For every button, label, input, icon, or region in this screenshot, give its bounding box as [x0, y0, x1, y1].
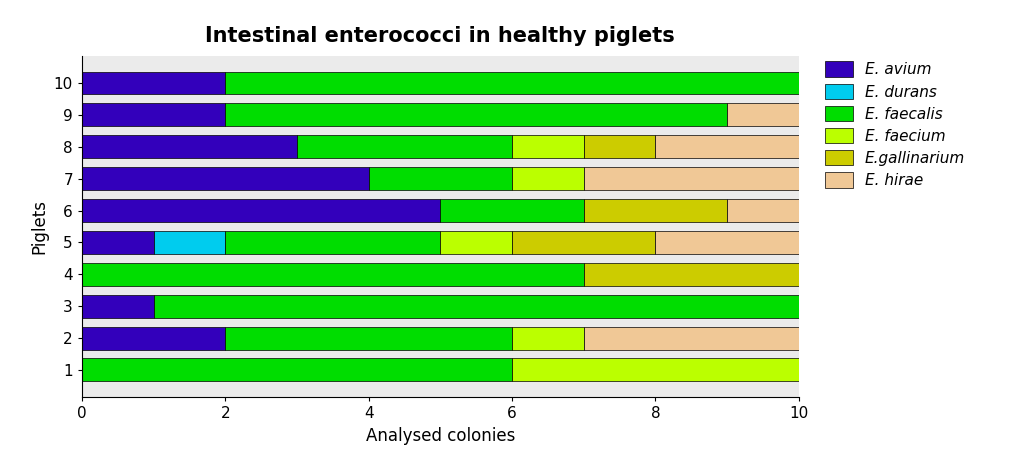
- Bar: [225, 326, 512, 350]
- Bar: [584, 167, 799, 190]
- Bar: [584, 326, 799, 350]
- Bar: [82, 295, 154, 318]
- Bar: [584, 263, 799, 286]
- Bar: [655, 135, 799, 158]
- Bar: [512, 359, 799, 382]
- Bar: [225, 71, 799, 94]
- Bar: [82, 359, 512, 382]
- X-axis label: Analysed colonies: Analysed colonies: [366, 426, 515, 445]
- Bar: [512, 231, 655, 254]
- Bar: [440, 199, 584, 222]
- Bar: [297, 135, 512, 158]
- Bar: [82, 167, 369, 190]
- Bar: [225, 231, 440, 254]
- Y-axis label: Piglets: Piglets: [30, 199, 48, 254]
- Bar: [727, 199, 799, 222]
- Bar: [154, 295, 799, 318]
- Bar: [440, 231, 512, 254]
- Bar: [727, 103, 799, 127]
- Bar: [225, 103, 727, 127]
- Bar: [369, 167, 512, 190]
- Bar: [154, 231, 225, 254]
- Bar: [82, 71, 225, 94]
- Bar: [512, 135, 584, 158]
- Bar: [655, 231, 799, 254]
- Bar: [82, 263, 584, 286]
- Bar: [584, 135, 655, 158]
- Bar: [584, 199, 727, 222]
- Bar: [82, 135, 297, 158]
- Bar: [82, 103, 225, 127]
- Bar: [82, 326, 225, 350]
- Bar: [82, 199, 440, 222]
- Bar: [512, 167, 584, 190]
- Title: Intestinal enterococci in healthy piglets: Intestinal enterococci in healthy piglet…: [206, 26, 675, 46]
- Bar: [82, 231, 154, 254]
- Bar: [512, 326, 584, 350]
- Legend: E. avium, E. durans, E. faecalis, E. faecium, E.gallinarium, E. hirae: E. avium, E. durans, E. faecalis, E. fae…: [820, 57, 970, 192]
